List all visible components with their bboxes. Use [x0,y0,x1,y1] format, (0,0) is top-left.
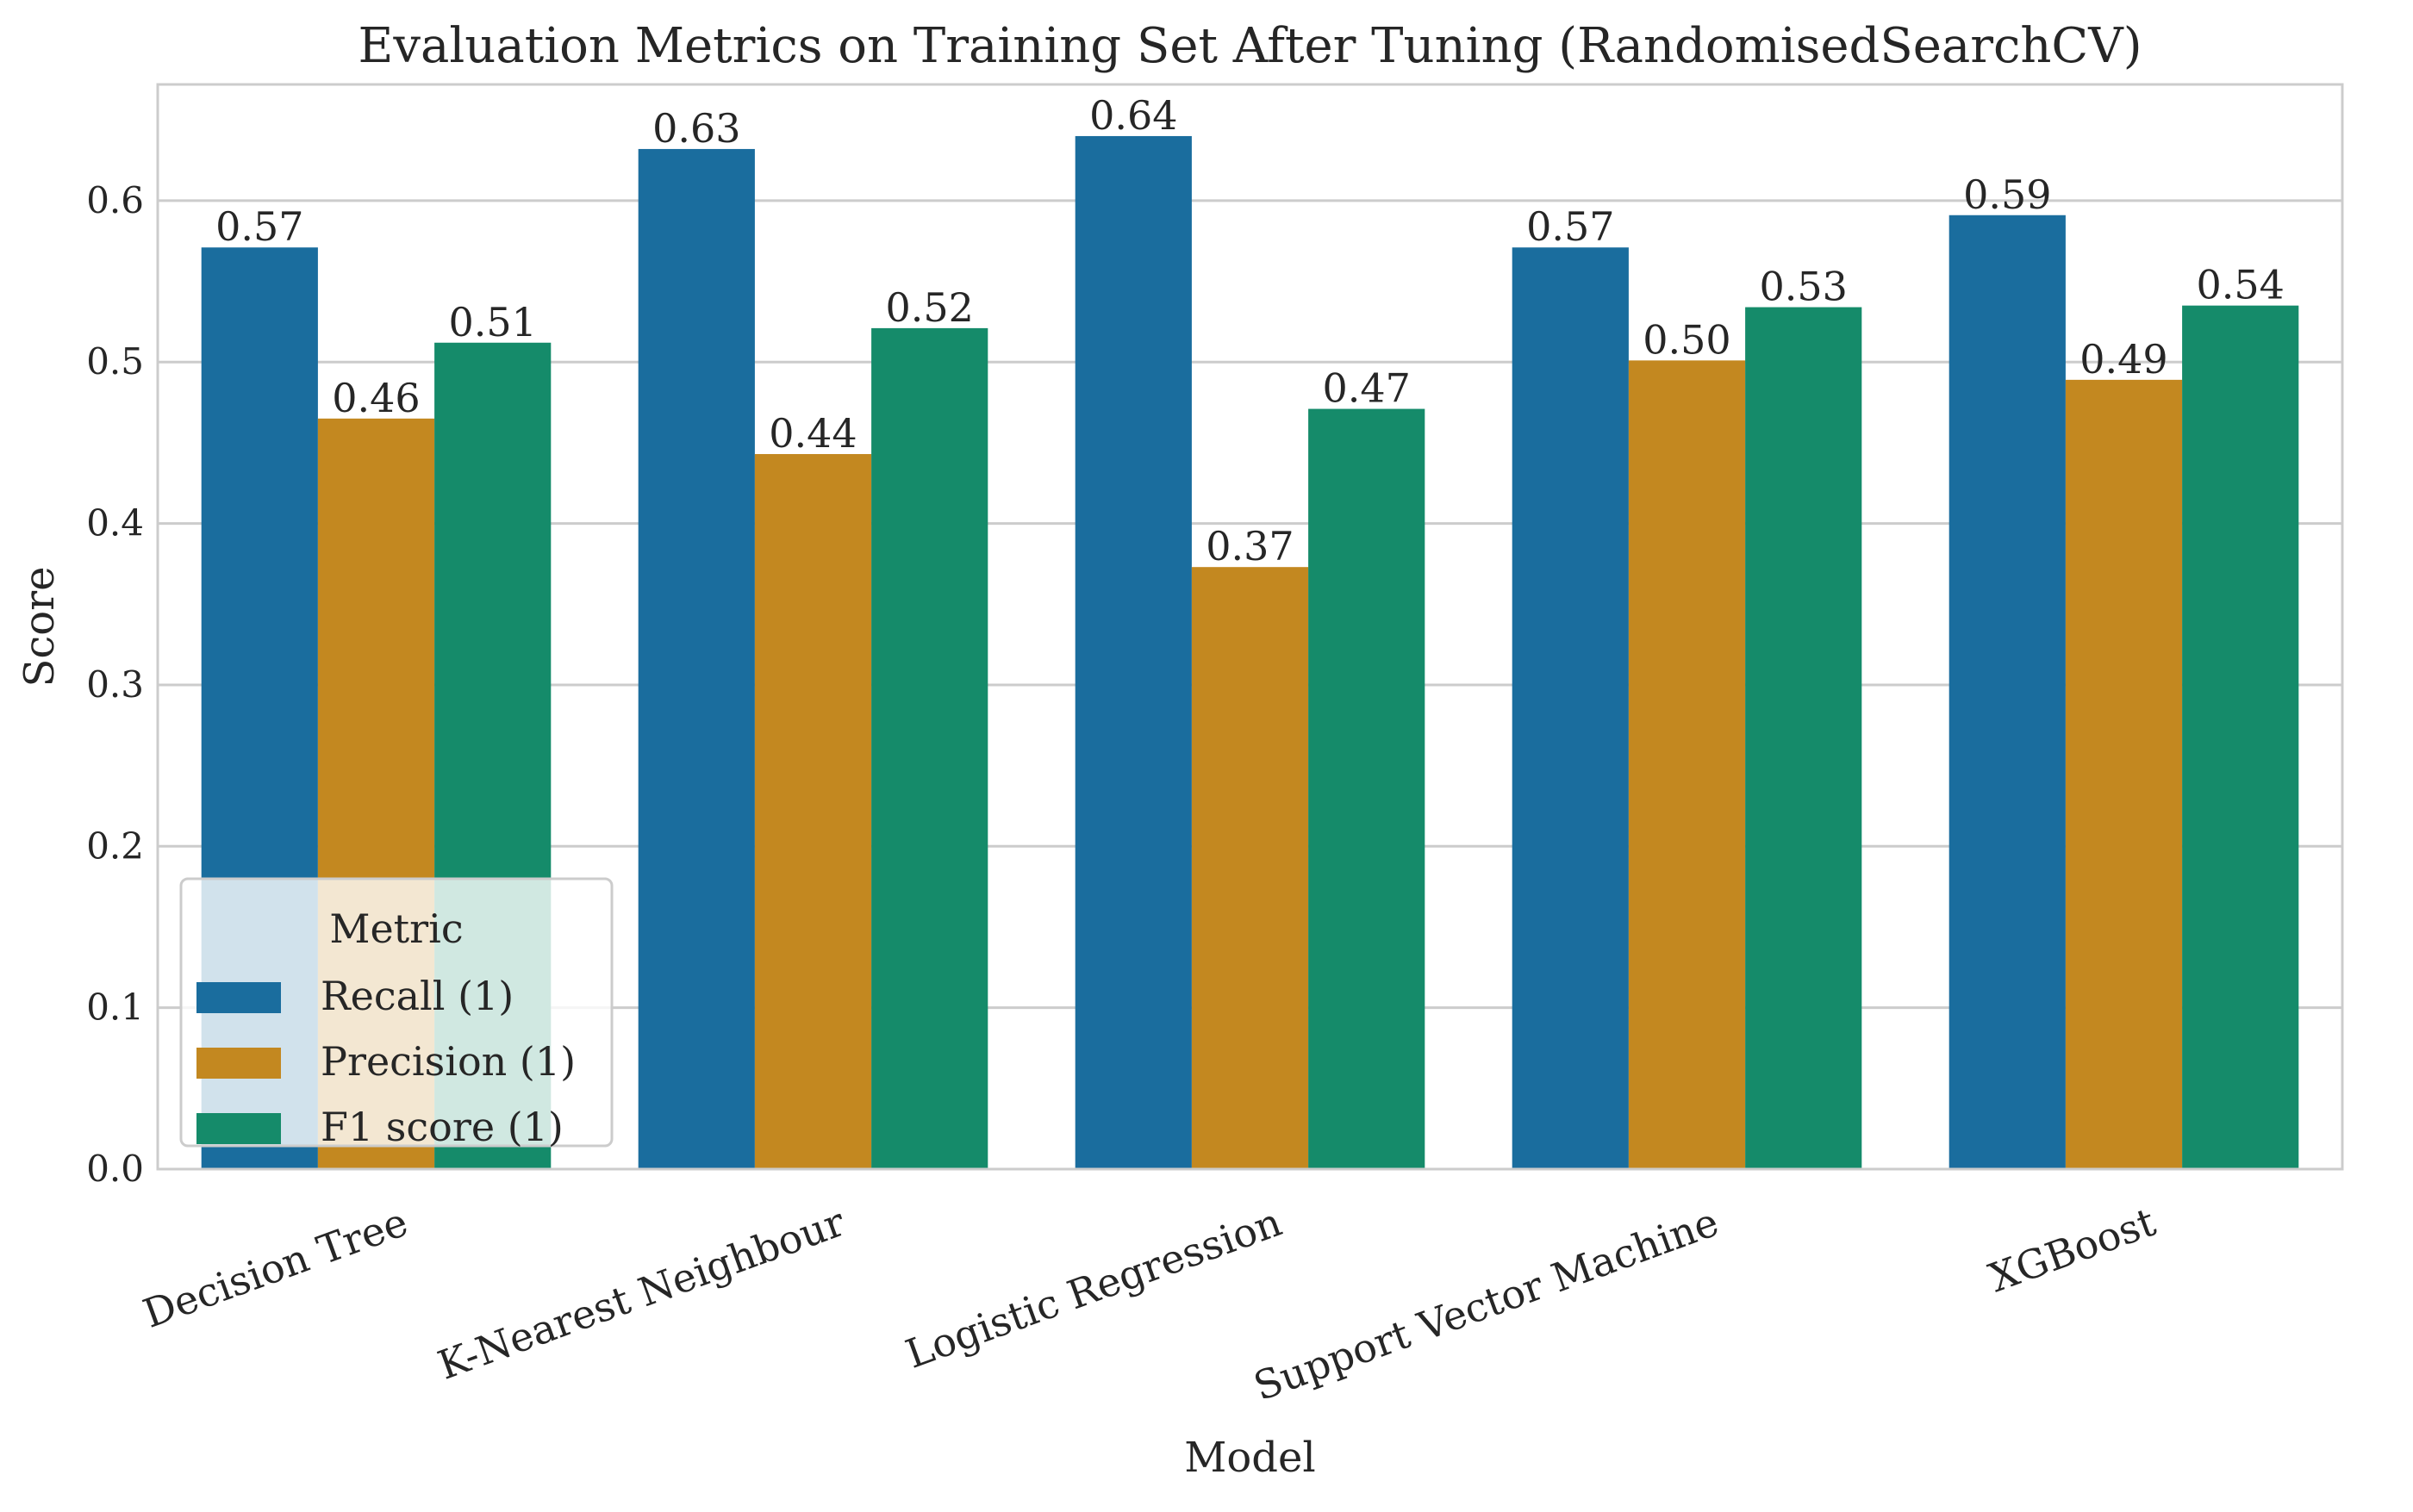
bar [1191,567,1309,1169]
data-label: 0.57 [215,203,303,250]
data-label: 0.52 [885,284,973,331]
bar [1628,360,1746,1169]
x-tick-label: Decision Tree [137,1198,414,1337]
y-tick-label: 0.4 [86,502,144,544]
data-labels: 0.57 0.63 0.64 0.57 0.59 0.46 0.44 0.37 0.50 0.49… [215,92,2285,569]
plot-frame [156,83,2344,1171]
bar [754,454,872,1169]
legend-swatch [196,982,281,1013]
legend-swatch [196,1113,281,1144]
data-label: 0.44 [769,410,857,457]
legend-swatch [196,1048,281,1079]
y-tick-label: 0.1 [86,986,144,1029]
data-label: 0.57 [1526,203,1614,250]
x-tick-label: K-Nearest Neighbour [432,1198,851,1389]
legend-items: Recall (1) Precision (1) F1 score (1) [196,973,576,1150]
bar [871,327,988,1170]
data-label: 0.46 [332,375,420,421]
legend-title: Metric [329,905,463,952]
y-tick-label: 0.0 [86,1148,144,1190]
x-tick-label: XGBoost [1983,1198,2162,1302]
y-axis-label: Score [16,566,64,687]
y-axis-ticks: 0.0 0.1 0.2 0.3 0.4 0.5 0.6 [86,179,144,1190]
y-tick-label: 0.3 [86,663,144,706]
bar [2065,379,2183,1170]
legend-label: Precision (1) [321,1038,576,1085]
legend-box [179,877,614,1148]
data-label: 0.51 [448,299,536,345]
data-label: 0.59 [1963,171,2051,218]
data-label: 0.63 [652,105,740,152]
bar [1948,215,2066,1169]
x-axis-label: Model [1184,1434,1316,1482]
x-tick-label: Logistic Regression [900,1198,1288,1378]
bar [1745,307,1862,1169]
chart-title: Evaluation Metrics on Training Set After… [358,18,2142,74]
x-tick-label: Support Vector Machine [1248,1198,1724,1409]
bar [1075,135,1192,1169]
data-label: 0.50 [1643,316,1730,363]
data-label: 0.53 [1759,264,1847,310]
x-axis-ticks: Decision Tree K-Nearest Neighbour Logistic… [137,1198,2162,1410]
data-label: 0.64 [1089,92,1177,139]
bar [2182,305,2299,1169]
y-tick-label: 0.6 [86,179,144,221]
legend-label: Recall (1) [321,973,514,1019]
y-tick-label: 0.5 [86,340,144,383]
data-label: 0.47 [1322,365,1410,412]
legend-label: F1 score (1) [321,1104,564,1150]
data-label: 0.54 [2196,262,2284,308]
bar [638,148,755,1170]
bar [1512,247,1629,1169]
bar [1308,408,1425,1169]
data-label: 0.49 [2079,336,2167,383]
data-label: 0.37 [1206,523,1294,569]
legend: Metric Recall (1) Precision (1) F1 score (… [179,877,614,1150]
y-tick-label: 0.2 [86,824,144,867]
